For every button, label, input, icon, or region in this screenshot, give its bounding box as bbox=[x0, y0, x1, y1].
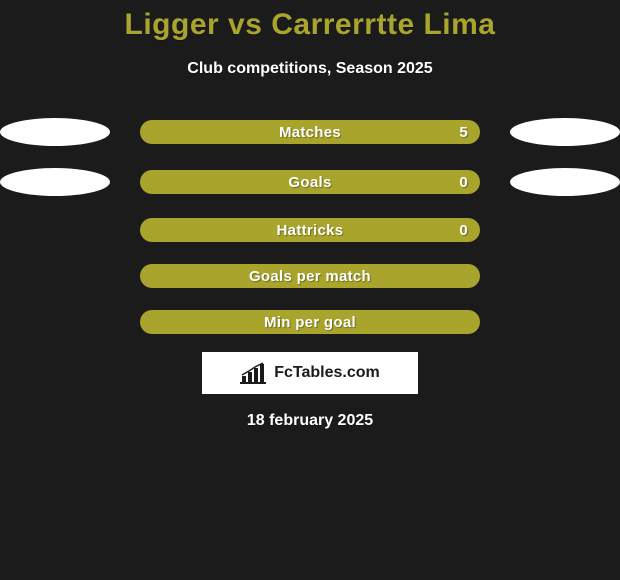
fctables-badge[interactable]: FcTables.com bbox=[202, 352, 418, 394]
stat-bar: Matches 5 bbox=[140, 120, 480, 144]
left-player-oval bbox=[0, 168, 110, 196]
stat-bar: Goals per match bbox=[140, 264, 480, 288]
stat-bar: Min per goal bbox=[140, 310, 480, 334]
stat-row: Min per goal bbox=[0, 310, 620, 334]
bar-chart-icon bbox=[240, 362, 266, 384]
stat-value-right: 5 bbox=[459, 124, 468, 141]
left-player-oval bbox=[0, 118, 110, 146]
stat-row: Hattricks 0 bbox=[0, 218, 620, 242]
stats-rows: Matches 5 Goals 0 Hattricks 0 Goals per match M… bbox=[0, 118, 620, 334]
stat-row: Goals per match bbox=[0, 264, 620, 288]
stat-label: Hattricks bbox=[277, 222, 344, 239]
stat-value-right: 0 bbox=[459, 222, 468, 239]
stat-row: Goals 0 bbox=[0, 168, 620, 196]
page-title: Ligger vs Carrerrtte Lima bbox=[0, 8, 620, 42]
subtitle: Club competitions, Season 2025 bbox=[0, 60, 620, 78]
date-text: 18 february 2025 bbox=[0, 412, 620, 430]
stat-value-right: 0 bbox=[459, 174, 468, 191]
stat-row: Matches 5 bbox=[0, 118, 620, 146]
badge-text: FcTables.com bbox=[274, 364, 380, 382]
stat-bar: Goals 0 bbox=[140, 170, 480, 194]
right-player-oval bbox=[510, 118, 620, 146]
badge-container: FcTables.com bbox=[0, 352, 620, 394]
stat-label: Min per goal bbox=[264, 314, 356, 331]
stat-label: Goals per match bbox=[249, 268, 371, 285]
stat-label: Matches bbox=[279, 124, 341, 141]
stats-card: Ligger vs Carrerrtte Lima Club competiti… bbox=[0, 0, 620, 580]
stat-label: Goals bbox=[288, 174, 331, 191]
right-player-oval bbox=[510, 168, 620, 196]
stat-bar: Hattricks 0 bbox=[140, 218, 480, 242]
